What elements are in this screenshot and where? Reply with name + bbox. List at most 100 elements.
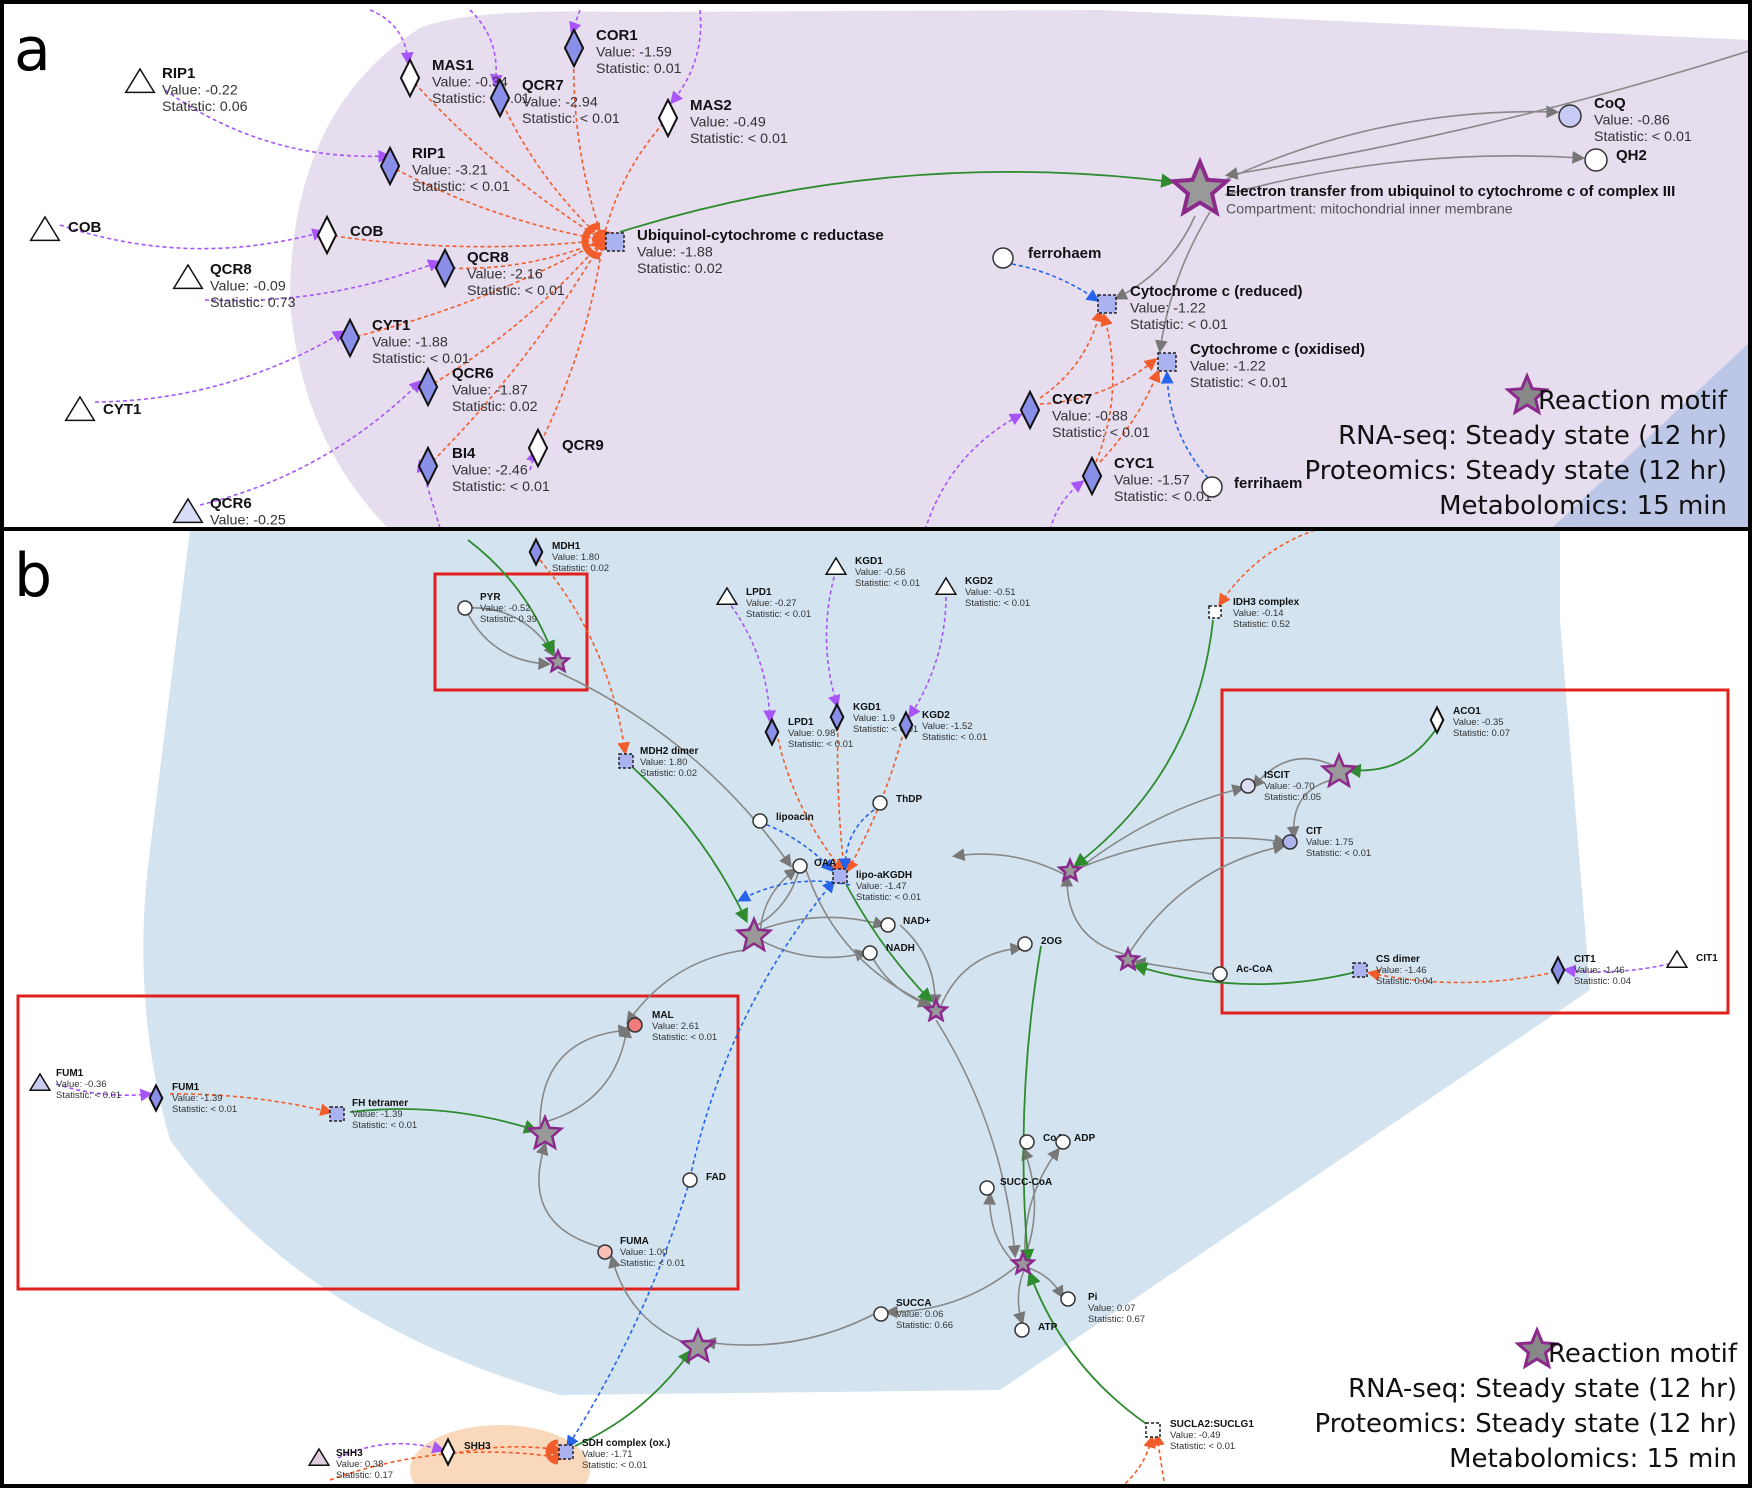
node-adp: ADP [1055, 1133, 1095, 1150]
fuma-metabolite-circle-icon [597, 1244, 613, 1260]
complex-name: Ubiquinol-cytochrome c reductase [637, 227, 884, 244]
panel-b-metabolic-edge [539, 1024, 632, 1127]
reaction-reaction-star-icon [1168, 156, 1232, 217]
panel-b-protein-edge [846, 729, 905, 873]
pi-name: Pi [1088, 1292, 1098, 1303]
kgd1_gene-statistic: Statistic: < 0.01 [855, 578, 920, 589]
cs_dimer-value: Value: -1.46 [1376, 965, 1427, 976]
node-nadp: NAD+ [880, 916, 931, 933]
panel-b-cofactor-edge [689, 879, 836, 1179]
node-cit1-gene: CIT1 [1665, 949, 1718, 968]
cyc7-value: Value: -0.88 [1052, 409, 1128, 425]
kgd1-gene-gene-triangle-icon [824, 556, 848, 575]
panel-a-gene-to-protein-edge [59, 224, 326, 250]
cs-dimer-complex-square-icon [1352, 962, 1368, 978]
panel-b-catalysis-edge [629, 764, 748, 924]
panel-a-protein-to-complex-edge [349, 238, 606, 339]
accoa-metabolite-circle-icon [1212, 966, 1228, 982]
legend-b-motif: Reaction motif [1548, 1339, 1738, 1369]
oaa-name: OAA [814, 858, 836, 869]
node-ferrihaem: ferrihaem [1201, 475, 1302, 498]
cyc1-statistic: Statistic: < 0.01 [1114, 489, 1212, 505]
mal-name: MAL [652, 1010, 674, 1021]
panel-b-metabolic-edge [1286, 778, 1336, 840]
qcr6-gene-gene-triangle-icon [172, 497, 204, 524]
mdh2-statistic: Statistic: 0.02 [640, 768, 697, 779]
pi-metabolite-circle-icon [1060, 1291, 1076, 1307]
cyt1-statistic: Statistic: < 0.01 [372, 351, 470, 367]
succa-metabolite-circle-icon [873, 1306, 889, 1322]
panel-b-catalysis-edge [467, 539, 555, 656]
panel-b-catalysis-edge [1027, 1270, 1149, 1426]
panel-b-cofactor-edge [566, 1179, 691, 1449]
qcr6-name: QCR6 [452, 365, 494, 382]
pyr-statistic: Statistic: 0.39 [480, 614, 537, 625]
mas1-name: MAS1 [432, 57, 474, 74]
reaction-name: Electron transfer from ubiquinol to cyto… [1226, 183, 1675, 200]
panel-a-protein-to-complex-edge [409, 77, 606, 242]
kgd1-statistic: Statistic: < 0.01 [853, 724, 918, 735]
kgd1-value: Value: 1.9 [853, 713, 895, 724]
qcr6_gene-name: QCR6 [210, 495, 252, 512]
complex-statistic: Statistic: 0.02 [637, 261, 723, 277]
qcr8-statistic: Statistic: < 0.01 [467, 283, 565, 299]
panel-b-gene-edge [55, 1083, 154, 1102]
complex-complex-square-icon [605, 232, 625, 252]
fum1-protein-diamond-icon [148, 1083, 164, 1113]
cit1-statistic: Statistic: 0.04 [1574, 976, 1631, 987]
star-aco-reaction-star-icon [1319, 751, 1359, 789]
fad-metabolite-circle-icon [682, 1172, 698, 1188]
qcr6-statistic: Statistic: 0.02 [452, 399, 538, 415]
cor1-statistic: Statistic: 0.01 [596, 61, 682, 77]
cyt1_gene-name: CYT1 [103, 401, 141, 418]
succ-coa-metabolite-circle-icon [979, 1180, 995, 1196]
succa-statistic: Statistic: 0.66 [896, 1320, 953, 1331]
panel-b-catalysis-edge [1132, 962, 1357, 986]
qcr8_gene-value: Value: -0.09 [210, 279, 286, 295]
cit-value: Value: 1.75 [1306, 837, 1353, 848]
panel-a-cyc-gene-edge [1049, 480, 1085, 530]
coa-metabolite-circle-icon [1019, 1134, 1035, 1150]
rip1_gene-name: RIP1 [162, 65, 195, 82]
legend-b-metabolomics: Metabolomics: 15 min [1449, 1444, 1737, 1474]
fum1-name: FUM1 [172, 1082, 200, 1093]
nadp-metabolite-circle-icon [880, 917, 896, 933]
kgd2_gene-value: Value: -0.51 [965, 587, 1016, 598]
kgd2_gene-name: KGD2 [965, 576, 993, 587]
node-thdp: ThDP [872, 794, 922, 811]
sucla-name: SUCLA2:SUCLG1 [1170, 1419, 1254, 1430]
sdh_complex-name: SDH complex (ox.) [582, 1438, 670, 1449]
cyt1-value: Value: -1.88 [372, 335, 448, 351]
lpd1_gene-name: LPD1 [746, 587, 772, 598]
star-pdh-reaction-star-icon [544, 647, 572, 674]
bi4-value: Value: -2.46 [452, 463, 528, 479]
cor1-protein-diamond-icon [563, 27, 585, 69]
qcr8_gene-name: QCR8 [210, 261, 252, 278]
sdh_complex-value: Value: -1.71 [582, 1449, 633, 1460]
qh2-name: QH2 [1616, 147, 1647, 164]
panel-b-label: b [14, 541, 52, 611]
sucla-statistic: Statistic: < 0.01 [1170, 1441, 1235, 1452]
cyt1-protein-diamond-icon [339, 317, 361, 359]
panel-a-edges [59, 9, 1752, 530]
cyc7-name: CYC7 [1052, 391, 1092, 408]
shh3_gene-name: SHH3 [336, 1448, 363, 1459]
cyc1-protein-diamond-icon [1081, 455, 1103, 497]
reaction-motif-star-fh [525, 1113, 565, 1151]
lipo_akgdh-value: Value: -1.47 [856, 881, 907, 892]
panel-a-gene-to-protein-edge [469, 9, 503, 88]
